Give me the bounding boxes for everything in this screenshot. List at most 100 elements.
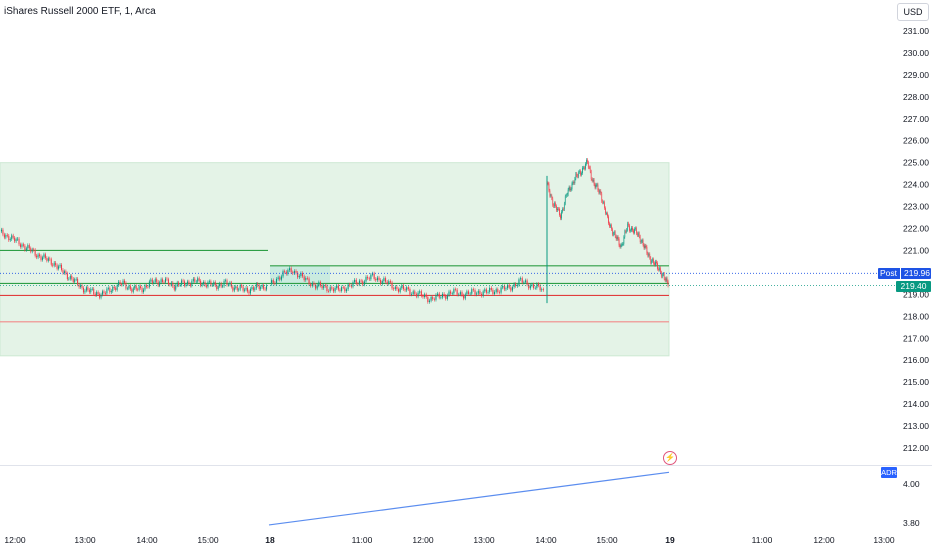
candle-body [367,276,369,279]
candle-body [440,297,442,299]
candle-body [547,183,549,184]
price-axis-label: 219.00 [903,289,929,299]
candle-body [605,208,606,214]
candle-body [409,289,411,295]
candle-body [219,283,221,287]
candle-body [378,277,380,281]
candle-body [19,244,22,247]
candle-body [524,280,527,283]
candle-body [272,280,274,283]
candle-body [526,280,528,285]
candle-body [176,282,178,286]
candle-body [645,245,647,247]
lightning-icon[interactable]: ⚡ [663,451,677,465]
candle-body [521,278,523,283]
candle-body [471,289,473,294]
candle-body [233,287,235,291]
candle-body [339,289,341,291]
candle-body [661,274,663,277]
candle-body [43,254,45,258]
candle-body [627,223,629,230]
candle-body [552,198,554,206]
candle-body [203,282,205,285]
candle-body [643,244,645,249]
candle-body [596,184,598,186]
candle-body [430,296,432,301]
candle-body [615,236,617,240]
candle-body [82,287,84,293]
candle-body [453,289,455,294]
candle-body [113,286,115,289]
candle-body [80,285,82,288]
candle-body [493,291,496,294]
candle-body [551,195,553,199]
candle-body [62,269,64,274]
candle-body [507,284,509,289]
candle-body [255,283,257,289]
candle-body [549,190,551,196]
candle-body [391,282,393,289]
candle-body [148,281,150,287]
currency-button[interactable]: USD [897,3,929,21]
time-axis-label: 11:00 [752,535,773,545]
candle-body [66,273,68,280]
candle-body [345,289,348,292]
candle-body [637,233,639,236]
candle-body [619,245,621,247]
price-axis-label: 227.00 [903,114,929,124]
candle-body [557,208,558,211]
candle-body [331,287,333,289]
candle-body [137,289,139,291]
candle-body [503,286,505,290]
candlestick-series [0,158,669,304]
candle-body [635,228,636,230]
candle-body [665,278,667,281]
candle-body [173,286,175,290]
candle-body [577,175,579,177]
candle-body [621,244,623,246]
time-axis-label: 12:00 [813,535,835,545]
candle-body [292,272,294,274]
indicator-axis: 4.00 3.80 [903,479,920,528]
candle-body [388,281,390,284]
candle-body [285,271,287,274]
candle-body [412,291,414,295]
candle-body [584,167,585,169]
candle-body [467,291,470,294]
candle-body [352,282,354,287]
candle-body [75,278,77,280]
candle-body [628,223,629,226]
candle-body [208,281,210,283]
candle-body [667,281,669,286]
candle-body [581,173,582,175]
price-axis-label: 226.00 [903,136,929,146]
candle-body [201,284,203,286]
candle-body [280,276,282,280]
time-axis-label: 13:00 [74,535,96,545]
candle-body [666,278,668,282]
candle-body [502,286,504,288]
candle-body [438,293,440,298]
candle-body [450,291,452,294]
candle-body [394,286,396,290]
candle-body [2,229,4,235]
candle-body [555,203,556,207]
candle-body [17,238,19,240]
candle-body [484,289,486,292]
candle-body [163,281,165,283]
candle-body [651,261,653,263]
candle-body [74,279,76,282]
candle-body [170,282,172,285]
candle-body [632,227,633,231]
candle-body [332,288,335,292]
candle-body [548,183,550,191]
candle-body [562,209,564,210]
candle-body [164,278,166,283]
candle-body [586,159,587,164]
candle-body [368,278,370,280]
candle-body [641,240,643,242]
candle-body [217,286,219,289]
candle-body [300,273,302,276]
candle-body [159,282,161,286]
